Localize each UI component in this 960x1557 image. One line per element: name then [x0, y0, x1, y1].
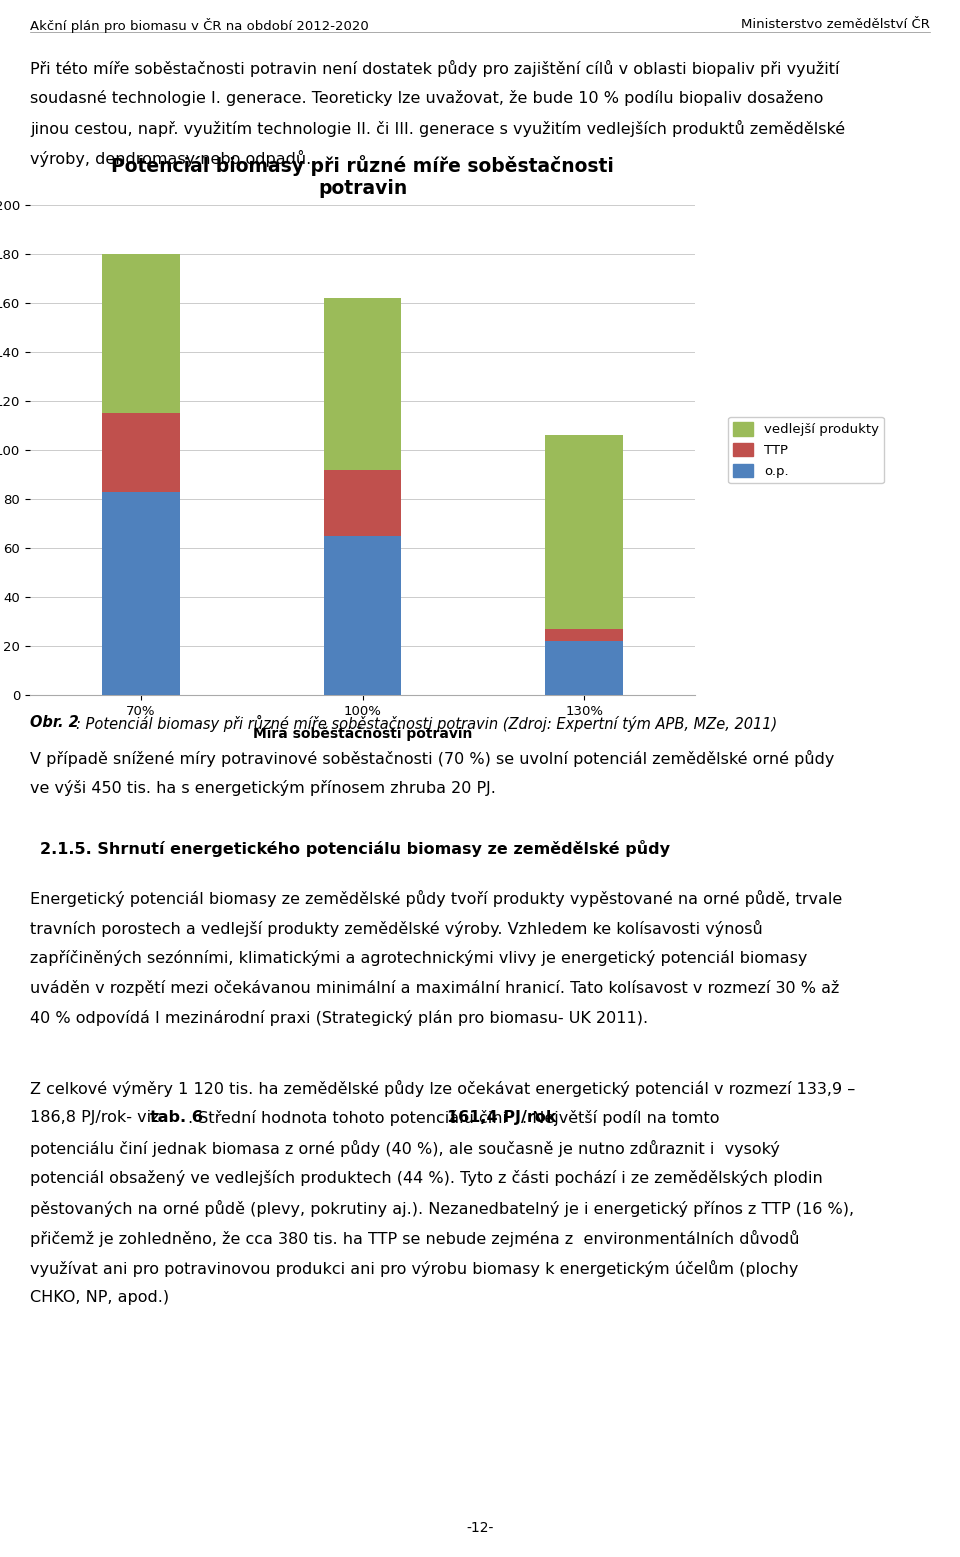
Text: Akční plán pro biomasu v ČR na období 2012-2020: Akční plán pro biomasu v ČR na období 20… — [30, 19, 369, 33]
Bar — [324, 297, 401, 470]
Text: využívat ani pro potravinovou produkci ani pro výrobu biomasy k energetickým úče: využívat ani pro potravinovou produkci a… — [30, 1260, 799, 1277]
Bar — [102, 254, 180, 413]
Text: 161,4 PJ/rok: 161,4 PJ/rok — [446, 1110, 556, 1126]
Text: jinou cestou, např. využitím technologie II. či III. generace s využitím vedlejš: jinou cestou, např. využitím technologie… — [30, 120, 845, 137]
Text: uváděn v rozpětí mezi očekávanou minimální a maximální hranicí. Tato kolísavost : uváděn v rozpětí mezi očekávanou minimál… — [30, 979, 839, 996]
Text: . Největší podíl na tomto: . Největší podíl na tomto — [522, 1110, 720, 1126]
Text: zapříčiněných sezónními, klimatickými a agrotechnickými vlivy je energetický pot: zapříčiněných sezónními, klimatickými a … — [30, 950, 807, 965]
Text: CHKO, NP, apod.): CHKO, NP, apod.) — [30, 1291, 169, 1305]
Text: : Potenciál biomasy při různé míře soběstačnosti potravin (Zdroj: Expertní tým A: : Potenciál biomasy při různé míře soběs… — [76, 715, 778, 732]
Text: ve výši 450 tis. ha s energetickým přínosem zhruba 20 PJ.: ve výši 450 tis. ha s energetickým příno… — [30, 780, 496, 796]
Text: 2.1.5. Shrnutí energetického potenciálu biomasy ze zemědělské půdy: 2.1.5. Shrnutí energetického potenciálu … — [40, 839, 670, 856]
Text: Ministerstvo zemědělství ČR: Ministerstvo zemědělství ČR — [741, 19, 930, 31]
Text: Při této míře soběstačnosti potravin není dostatek půdy pro zajištění cílů v obl: Při této míře soběstačnosti potravin nen… — [30, 61, 839, 76]
Bar — [545, 436, 623, 629]
X-axis label: Míra soběstačnosti potravin: Míra soběstačnosti potravin — [252, 726, 472, 741]
Bar — [102, 413, 180, 492]
Text: potenciálu činí jednak biomasa z orné půdy (40 %), ale současně je nutno zdůrazn: potenciálu činí jednak biomasa z orné pů… — [30, 1140, 780, 1157]
Bar — [324, 536, 401, 694]
Bar — [324, 470, 401, 536]
Bar — [545, 629, 623, 641]
Title: Potenciál biomasy při různé míře soběstačnosti
potravin: Potenciál biomasy při různé míře soběsta… — [111, 154, 614, 198]
Bar — [545, 641, 623, 694]
Text: 186,8 PJ/rok- viz.: 186,8 PJ/rok- viz. — [30, 1110, 170, 1126]
Text: výroby, dendromasy nebo odpadů.: výroby, dendromasy nebo odpadů. — [30, 149, 311, 167]
Text: pěstovaných na orné půdě (plevy, pokrutiny aj.). Nezanedbatelný je i energetický: pěstovaných na orné půdě (plevy, pokruti… — [30, 1200, 854, 1218]
Text: Energetický potenciál biomasy ze zemědělské půdy tvoří produkty vypěstované na o: Energetický potenciál biomasy ze zeměděl… — [30, 891, 842, 908]
Text: tab. 6: tab. 6 — [150, 1110, 203, 1126]
Legend: vedlejší produkty, TTP, o.p.: vedlejší produkty, TTP, o.p. — [729, 417, 884, 483]
Text: V případě snížené míry potravinové soběstačnosti (70 %) se uvolní potenciál země: V případě snížené míry potravinové soběs… — [30, 750, 834, 768]
Text: soudasné technologie I. generace. Teoreticky lze uvažovat, že bude 10 % podílu b: soudasné technologie I. generace. Teoret… — [30, 90, 824, 106]
Text: potenciál obsažený ve vedlejších produktech (44 %). Tyto z části pochází i ze ze: potenciál obsažený ve vedlejších produkt… — [30, 1169, 823, 1186]
Text: travních porostech a vedlejší produkty zemědělské výroby. Vzhledem ke kolísavost: travních porostech a vedlejší produkty z… — [30, 920, 763, 937]
Text: 40 % odpovídá I mezinárodní praxi (Strategický plán pro biomasu- UK 2011).: 40 % odpovídá I mezinárodní praxi (Strat… — [30, 1010, 648, 1026]
Text: . Střední hodnota tohoto potenciálu činí: . Střední hodnota tohoto potenciálu činí — [188, 1110, 513, 1126]
Bar — [102, 492, 180, 694]
Text: Z celkové výměry 1 120 tis. ha zemědělské půdy lze očekávat energetický potenciá: Z celkové výměry 1 120 tis. ha zemědělsk… — [30, 1081, 855, 1098]
Text: Obr. 2: Obr. 2 — [30, 715, 79, 730]
Text: -12-: -12- — [467, 1521, 493, 1535]
Text: přičemž je zohledněno, že cca 380 tis. ha TTP se nebude zejména z  environmentál: přičemž je zohledněno, že cca 380 tis. h… — [30, 1230, 800, 1247]
